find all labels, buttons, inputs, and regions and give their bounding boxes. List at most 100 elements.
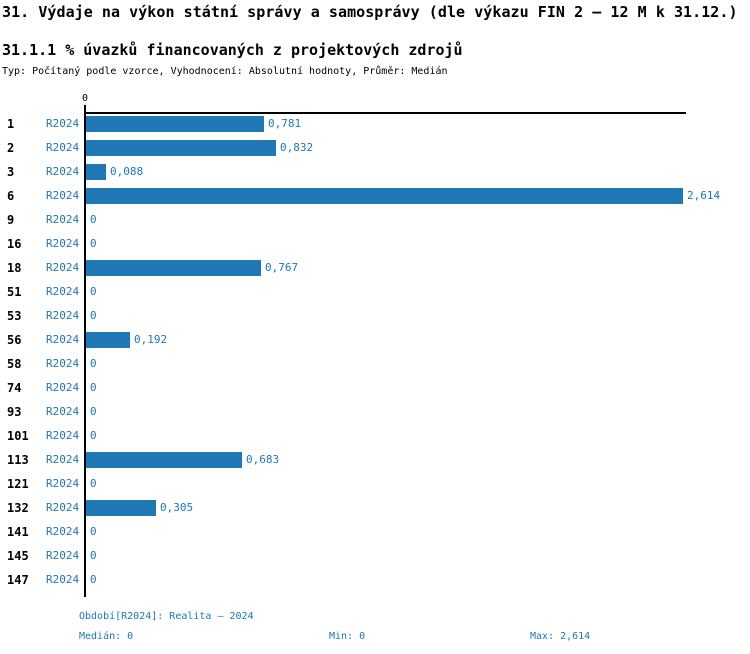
bar-value-label: 0 xyxy=(90,237,97,250)
bar-value-label: 0 xyxy=(90,477,97,490)
bar-value-label: 0,305 xyxy=(160,501,194,514)
row-category-label: 2 xyxy=(7,141,15,155)
row-series-label: R2024 xyxy=(46,141,80,154)
bar-row: 121 R2024 0 xyxy=(0,472,750,496)
bar-row: 145 R2024 0 xyxy=(0,544,750,568)
bar xyxy=(86,164,106,180)
footer-max: Max: 2,614 xyxy=(530,631,591,642)
row-category-label: 9 xyxy=(7,213,15,227)
row-series-label: R2024 xyxy=(46,573,80,586)
row-series-label: R2024 xyxy=(46,429,80,442)
bar-row: 18 R2024 0,767 xyxy=(0,256,750,280)
y-axis-line xyxy=(84,112,86,597)
row-category-label: 56 xyxy=(7,333,22,347)
row-category-label: 113 xyxy=(7,453,29,467)
row-series-label: R2024 xyxy=(46,285,80,298)
page-title: 31. Výdaje na výkon státní správy a samo… xyxy=(2,3,738,21)
bar-row: 147 R2024 0 xyxy=(0,568,750,592)
bar-row: 141 R2024 0 xyxy=(0,520,750,544)
bar-row: 3 R2024 0,088 xyxy=(0,160,750,184)
bar-row: 2 R2024 0,832 xyxy=(0,136,750,160)
bar-row: 6 R2024 2,614 xyxy=(0,184,750,208)
row-category-label: 147 xyxy=(7,573,29,587)
row-category-label: 145 xyxy=(7,549,29,563)
row-series-label: R2024 xyxy=(46,165,80,178)
row-series-label: R2024 xyxy=(46,357,80,370)
bar xyxy=(86,452,242,468)
bar-value-label: 0,683 xyxy=(246,453,280,466)
bar-row: 1 R2024 0,781 xyxy=(0,112,750,136)
bar-value-label: 0 xyxy=(90,309,97,322)
bar xyxy=(86,332,130,348)
bar-value-label: 2,614 xyxy=(687,189,721,202)
bar-value-label: 0 xyxy=(90,381,97,394)
footer-min: Min: 0 xyxy=(329,631,366,642)
row-series-label: R2024 xyxy=(46,525,80,538)
row-category-label: 101 xyxy=(7,429,29,443)
row-series-label: R2024 xyxy=(46,237,80,250)
bar-value-label: 0,781 xyxy=(268,117,302,130)
x-axis-line xyxy=(84,112,686,114)
row-category-label: 121 xyxy=(7,477,29,491)
row-category-label: 18 xyxy=(7,261,22,275)
bar-row: 74 R2024 0 xyxy=(0,376,750,400)
bar-row: 132 R2024 0,305 xyxy=(0,496,750,520)
row-series-label: R2024 xyxy=(46,405,80,418)
row-series-label: R2024 xyxy=(46,309,80,322)
x-axis-zero-tick-label: 0 xyxy=(82,93,89,104)
footer-median: Medián: 0 xyxy=(79,631,134,642)
bar xyxy=(86,188,683,204)
row-series-label: R2024 xyxy=(46,477,80,490)
bar-value-label: 0 xyxy=(90,573,97,586)
bar xyxy=(86,116,264,132)
bar-row: 9 R2024 0 xyxy=(0,208,750,232)
row-category-label: 132 xyxy=(7,501,29,515)
row-category-label: 1 xyxy=(7,117,15,131)
indicator-subtitle: 31.1.1 % úvazků financovaných z projekto… xyxy=(2,41,463,59)
row-category-label: 3 xyxy=(7,165,15,179)
bar-value-label: 0 xyxy=(90,525,97,538)
bar-value-label: 0 xyxy=(90,213,97,226)
bar-value-label: 0 xyxy=(90,429,97,442)
row-category-label: 58 xyxy=(7,357,22,371)
bar xyxy=(86,500,156,516)
footer-period: Období[R2024]: Realita – 2024 xyxy=(79,611,254,622)
bar xyxy=(86,260,261,276)
row-category-label: 74 xyxy=(7,381,22,395)
bar-row: 113 R2024 0,683 xyxy=(0,448,750,472)
indicator-meta: Typ: Počítaný podle vzorce, Vyhodnocení:… xyxy=(2,66,448,77)
row-series-label: R2024 xyxy=(46,213,80,226)
row-category-label: 141 xyxy=(7,525,29,539)
row-series-label: R2024 xyxy=(46,117,80,130)
bar-row: 56 R2024 0,192 xyxy=(0,328,750,352)
row-category-label: 51 xyxy=(7,285,22,299)
bar-value-label: 0 xyxy=(90,357,97,370)
row-series-label: R2024 xyxy=(46,453,80,466)
bar-value-label: 0 xyxy=(90,549,97,562)
bar-value-label: 0 xyxy=(90,405,97,418)
row-series-label: R2024 xyxy=(46,189,80,202)
bar xyxy=(86,140,276,156)
row-series-label: R2024 xyxy=(46,381,80,394)
bar-row: 51 R2024 0 xyxy=(0,280,750,304)
bar-row: 93 R2024 0 xyxy=(0,400,750,424)
x-axis-zero-tick xyxy=(84,105,86,112)
bar-row: 101 R2024 0 xyxy=(0,424,750,448)
bar-value-label: 0,088 xyxy=(110,165,144,178)
row-series-label: R2024 xyxy=(46,549,80,562)
bar-value-label: 0 xyxy=(90,285,97,298)
row-category-label: 53 xyxy=(7,309,22,323)
bar-row: 53 R2024 0 xyxy=(0,304,750,328)
row-series-label: R2024 xyxy=(46,261,80,274)
row-category-label: 93 xyxy=(7,405,22,419)
bar-value-label: 0,192 xyxy=(134,333,168,346)
row-series-label: R2024 xyxy=(46,501,80,514)
bar-row: 16 R2024 0 xyxy=(0,232,750,256)
bar-row: 58 R2024 0 xyxy=(0,352,750,376)
row-category-label: 6 xyxy=(7,189,15,203)
row-category-label: 16 xyxy=(7,237,22,251)
bar-value-label: 0,767 xyxy=(265,261,299,274)
bar-value-label: 0,832 xyxy=(280,141,314,154)
row-series-label: R2024 xyxy=(46,333,80,346)
